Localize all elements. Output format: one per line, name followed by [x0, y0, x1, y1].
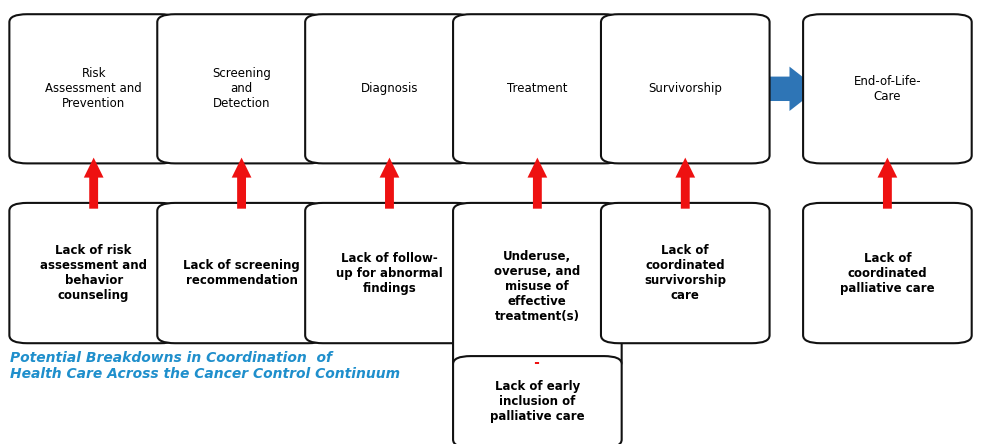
Polygon shape — [528, 158, 547, 209]
Text: Risk
Assessment and
Prevention: Risk Assessment and Prevention — [45, 67, 142, 110]
FancyBboxPatch shape — [9, 14, 178, 163]
Text: Survivorship: Survivorship — [649, 82, 722, 95]
Polygon shape — [380, 158, 399, 209]
Text: Treatment: Treatment — [507, 82, 568, 95]
Polygon shape — [607, 67, 615, 111]
Text: Diagnosis: Diagnosis — [361, 82, 418, 95]
FancyBboxPatch shape — [454, 14, 622, 163]
Polygon shape — [312, 67, 319, 111]
FancyBboxPatch shape — [803, 203, 972, 343]
Text: Lack of early
inclusion of
palliative care: Lack of early inclusion of palliative ca… — [490, 381, 585, 423]
FancyBboxPatch shape — [158, 203, 325, 343]
Polygon shape — [84, 158, 104, 209]
Polygon shape — [878, 158, 897, 209]
Text: Screening
and
Detection: Screening and Detection — [212, 67, 271, 110]
Text: End-of-Life-
Care: End-of-Life- Care — [854, 75, 921, 103]
Polygon shape — [232, 158, 251, 209]
FancyBboxPatch shape — [454, 203, 622, 370]
Text: Lack of
coordinated
palliative care: Lack of coordinated palliative care — [840, 252, 935, 294]
Polygon shape — [675, 158, 695, 209]
Polygon shape — [459, 67, 468, 111]
FancyBboxPatch shape — [803, 14, 972, 163]
Text: Lack of risk
assessment and
behavior
counseling: Lack of risk assessment and behavior cou… — [40, 244, 147, 302]
FancyBboxPatch shape — [158, 14, 325, 163]
Text: Potential Breakdowns in Coordination  of
Health Care Across the Cancer Control C: Potential Breakdowns in Coordination of … — [10, 351, 400, 381]
Polygon shape — [755, 67, 818, 111]
FancyBboxPatch shape — [305, 203, 474, 343]
FancyBboxPatch shape — [305, 14, 474, 163]
FancyBboxPatch shape — [9, 203, 178, 343]
FancyBboxPatch shape — [454, 356, 622, 444]
FancyBboxPatch shape — [600, 203, 769, 343]
FancyBboxPatch shape — [600, 14, 769, 163]
Text: Underuse,
overuse, and
misuse of
effective
treatment(s): Underuse, overuse, and misuse of effecti… — [494, 250, 581, 323]
Text: Lack of screening
recommendation: Lack of screening recommendation — [183, 259, 300, 287]
Text: Lack of
coordinated
survivorship
care: Lack of coordinated survivorship care — [644, 244, 727, 302]
Text: Lack of follow-
up for abnormal
findings: Lack of follow- up for abnormal findings — [336, 252, 443, 294]
Polygon shape — [164, 67, 172, 111]
